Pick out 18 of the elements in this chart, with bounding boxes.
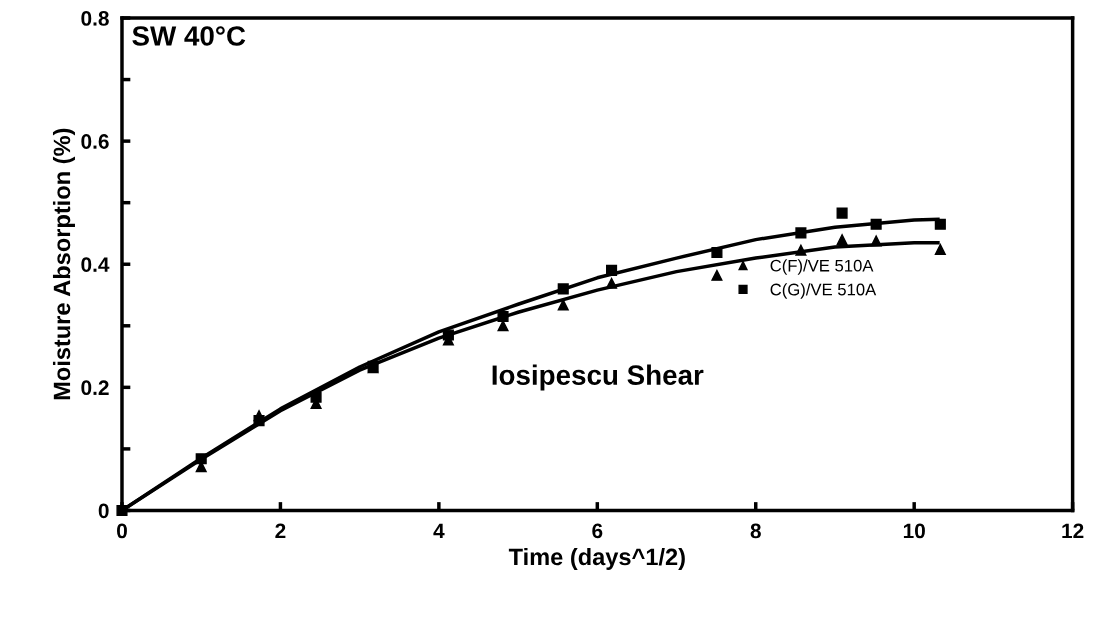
legend-label: C(F)/VE 510A (770, 259, 874, 275)
x-tick-label: 12 (1062, 523, 1084, 539)
x-tick-label: 6 (592, 523, 603, 539)
y-tick-label: 0.4 (81, 257, 110, 272)
x-tick-label: 2 (275, 523, 286, 539)
y-tick-label: 0.8 (81, 11, 109, 26)
x-tick-label: 4 (433, 523, 445, 539)
annotation: SW 40°C (132, 26, 246, 46)
y-tick-label: 0 (98, 503, 109, 519)
x-tick-label: 8 (750, 523, 761, 539)
legend-label: C(G)/VE 510A (770, 283, 877, 299)
x-tick-label: 0 (117, 523, 127, 539)
x-tick-label: 10 (903, 523, 925, 539)
y-tick-label: 0.6 (81, 134, 109, 149)
y-axis-title: Moisture Absorption (%) (52, 128, 75, 400)
annotation: Iosipescu Shear (492, 364, 704, 391)
x-axis-title: Time (days^1/2) (508, 547, 685, 570)
y-tick-label: 0.2 (81, 380, 109, 396)
